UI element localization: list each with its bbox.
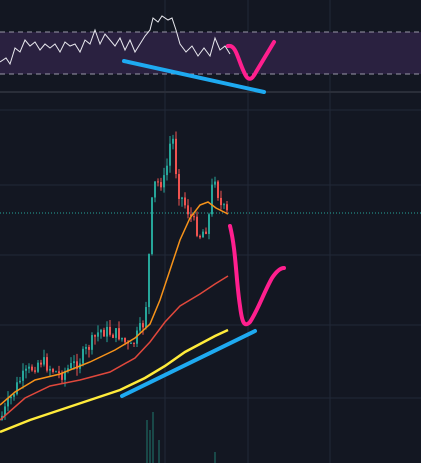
candle [118, 328, 120, 340]
candle [91, 335, 93, 350]
candle [184, 197, 186, 206]
candle [85, 347, 87, 349]
candle [175, 138, 177, 175]
candle [193, 216, 195, 218]
candle [88, 347, 90, 350]
candle [55, 371, 57, 373]
candle [199, 235, 201, 238]
candle [163, 175, 165, 188]
divergence-line [122, 59, 266, 94]
ma-slow [0, 328, 229, 434]
candle [160, 182, 162, 188]
volume [146, 412, 216, 463]
candle [31, 366, 33, 371]
rsi-line [0, 15, 231, 66]
candle [73, 361, 75, 364]
candle [223, 204, 225, 206]
candle [217, 181, 219, 198]
candle [172, 138, 174, 144]
candle [19, 380, 21, 383]
candle [151, 197, 153, 255]
candle [61, 373, 63, 380]
candle [94, 335, 96, 337]
candle [202, 231, 204, 238]
candle [220, 197, 222, 206]
ma-mid [0, 275, 229, 421]
candle [82, 348, 84, 364]
candle [148, 254, 150, 308]
candle [46, 357, 48, 371]
candle [112, 334, 114, 338]
trend-line [120, 329, 257, 398]
candle [64, 371, 66, 380]
candle [67, 368, 69, 372]
candle [226, 204, 228, 211]
candle [214, 181, 216, 185]
volume-bar [214, 452, 216, 463]
volume-bar [146, 420, 148, 463]
candle [178, 174, 180, 199]
candle [187, 205, 189, 215]
candle [58, 371, 60, 374]
candle [100, 329, 102, 333]
candle [16, 382, 18, 395]
candle [190, 214, 192, 217]
candle [106, 326, 108, 337]
candle [103, 329, 105, 337]
candle [124, 337, 126, 343]
candle [205, 231, 207, 234]
candle [22, 370, 24, 381]
drawing-v [226, 40, 276, 81]
candle [130, 342, 132, 344]
ma-fast [0, 201, 229, 406]
candle [49, 368, 51, 371]
candle [34, 370, 36, 372]
volume-bar [158, 440, 160, 463]
candle [166, 165, 168, 176]
drawing-v [228, 224, 286, 327]
candle [181, 197, 183, 199]
candle [139, 323, 141, 331]
candle [142, 323, 144, 328]
candle [115, 328, 117, 338]
candle [196, 216, 198, 236]
candle [211, 184, 213, 215]
candle [10, 396, 12, 399]
candle [154, 181, 156, 198]
candle [7, 398, 9, 407]
volume-bar [149, 430, 151, 463]
candle [28, 366, 30, 369]
candle [145, 307, 147, 328]
candle [169, 143, 171, 166]
candle [97, 332, 99, 337]
candle [109, 326, 111, 335]
candle [25, 368, 27, 371]
candle [121, 337, 123, 340]
candle [133, 342, 135, 344]
candle [52, 368, 54, 372]
candle [40, 362, 42, 365]
candle [70, 363, 72, 369]
candle [76, 361, 78, 369]
candle [43, 357, 45, 365]
candle [37, 362, 39, 372]
candle [13, 394, 15, 397]
candle [4, 406, 6, 416]
candle [208, 214, 210, 234]
volume-bar [152, 412, 154, 463]
candle [157, 181, 159, 183]
